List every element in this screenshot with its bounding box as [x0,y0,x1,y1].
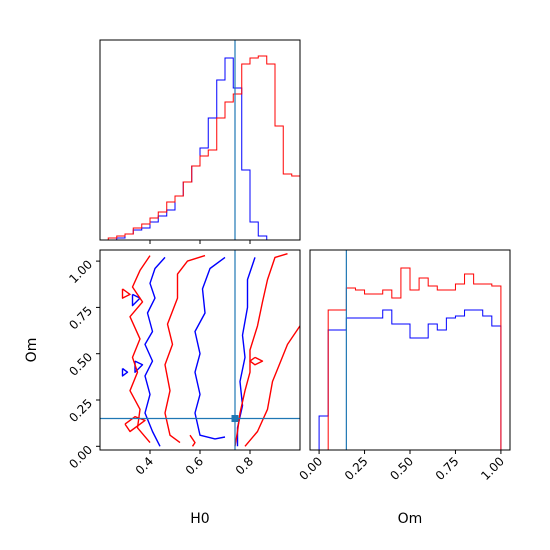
contour-line-13 [249,356,264,366]
contour-line-9 [234,253,288,447]
truth-marker [231,415,239,423]
contour-lines [121,253,300,447]
x-tick-label: 1.00 [478,454,507,483]
contour-panel-h0-om: 0.4 0.6 0.8 0.00 0.25 0.50 0.75 1.00 H0 Om [24,249,301,527]
contour-line-8 [164,254,206,444]
h0-histogram-series-2 [100,55,301,241]
x-tick-label: 0.50 [387,454,416,483]
contour-line-7 [129,255,151,444]
x-axis-label-om: Om [398,511,423,527]
y-tick-label: 0.00 [66,443,95,472]
x-tick-label: 0.6 [183,454,206,477]
x-axis-label-h0: H0 [190,511,209,527]
contour-line-12 [124,416,146,433]
contour-line-10 [244,325,300,447]
contour-line-11 [121,288,131,299]
axes-frame [99,39,301,241]
histogram-panel-h0 [99,39,301,244]
x-tick-label: 0.00 [296,454,325,483]
y-axis-label-om: Om [24,338,40,363]
y-tick-label: 0.50 [66,350,95,379]
contour-line-6 [131,293,141,307]
x-tick-label: 0.25 [342,454,371,483]
om-histogram-series-2 [319,267,502,451]
y-tick-label: 1.00 [66,257,95,286]
contour-line-1 [144,256,166,447]
contour-line-2 [194,256,226,440]
histogram-panel-om: 0.00 0.25 0.50 0.75 1.00 Om [296,249,511,527]
y-tick-label: 0.25 [66,396,95,425]
x-tick-label: 0.75 [433,454,462,483]
contour-line-4 [121,367,129,377]
h0-histogram-series-1 [100,57,300,241]
y-tick-label: 0.75 [66,304,95,333]
x-tick-label: 0.4 [133,454,156,477]
contour-line-14 [189,434,196,447]
x-tick-label: 0.8 [233,454,256,477]
